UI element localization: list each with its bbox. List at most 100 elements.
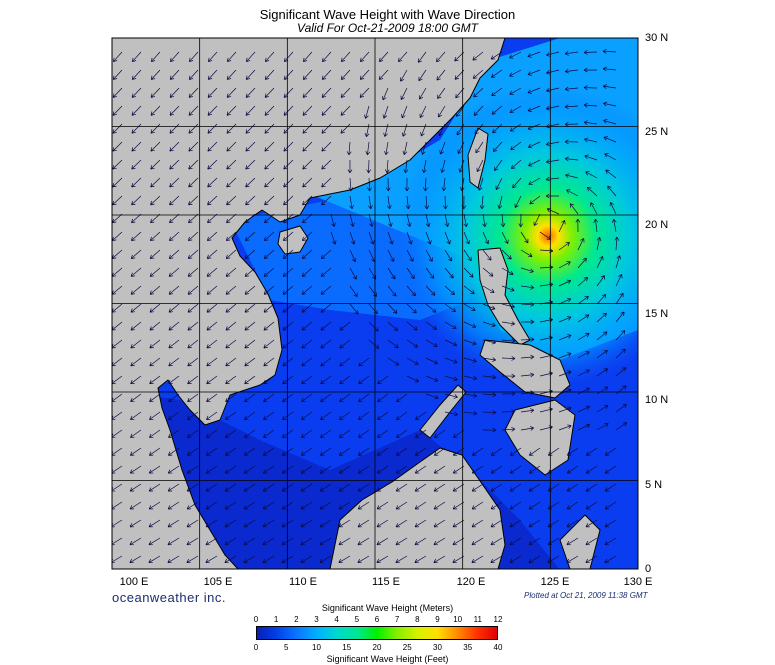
land-sulawesi [559, 514, 601, 569]
wave-arrow [575, 218, 581, 233]
lat-label-20n: 20 N [645, 219, 669, 231]
wave-arrow [452, 501, 465, 510]
wave-arrow [514, 195, 522, 208]
wave-arrow [320, 411, 332, 420]
wave-arrow [490, 519, 503, 528]
wave-arrow [500, 213, 506, 228]
wave-arrow [129, 483, 142, 492]
wave-arrow [225, 429, 237, 438]
wave-arrow [566, 501, 579, 510]
wave-arrow [577, 238, 585, 251]
wave-arrow [167, 447, 180, 456]
wave-arrow [130, 321, 142, 331]
wave-arrow [440, 159, 446, 173]
wave-arrow [520, 372, 535, 378]
wave-arrow [330, 231, 337, 245]
wave-arrow [558, 352, 572, 359]
wave-arrow [321, 177, 332, 188]
wave-arrow [187, 249, 199, 259]
wave-arrow [520, 231, 529, 244]
lon-label-130e: 130 E [623, 576, 653, 588]
wave-arrow [425, 375, 439, 382]
wave-arrow [131, 51, 142, 63]
wave-arrow [444, 411, 458, 417]
wave-arrow [509, 447, 522, 456]
wave-arrow [482, 231, 490, 245]
wave-arrow [387, 339, 399, 349]
wave-arrow [339, 375, 351, 385]
wave-arrow [359, 69, 370, 80]
wave-arrow [301, 375, 313, 385]
wave-arrow [245, 159, 256, 170]
wave-arrow [112, 195, 123, 206]
wave-arrow [376, 447, 389, 456]
wave-arrow [615, 255, 622, 269]
wave-arrow [224, 537, 237, 546]
wave-arrow [382, 87, 389, 101]
wave-arrow [596, 404, 609, 413]
wave-arrow [167, 501, 180, 510]
wave-arrow [129, 447, 142, 456]
wave-arrow [604, 465, 617, 474]
wave-arrow [148, 537, 161, 546]
wave-arrow [444, 375, 458, 382]
wave-arrow [245, 105, 256, 116]
wave-arrow [444, 303, 456, 312]
wave-arrow [463, 339, 477, 346]
wave-arrow [387, 231, 394, 245]
wave-arrow [150, 69, 161, 80]
wave-arrow [396, 411, 408, 420]
wave-arrow [264, 105, 275, 116]
wave-arrow [509, 537, 522, 546]
wave-arrow [226, 51, 237, 63]
wave-arrow [130, 393, 142, 403]
wave-arrow [206, 429, 218, 438]
wave-arrow [441, 177, 447, 192]
wave-arrow [585, 483, 598, 492]
wave-arrow [282, 267, 294, 277]
wave-arrow [244, 267, 256, 277]
wave-arrow [376, 555, 389, 564]
wave-arrow [339, 411, 351, 420]
wave-arrow [188, 213, 199, 224]
wave-arrow [596, 256, 604, 269]
wave-arrow [206, 267, 218, 277]
colorbar-feet-tick: 10 [312, 643, 321, 652]
wave-arrow [604, 447, 617, 456]
wave-arrow [501, 321, 516, 326]
wave-arrow [564, 104, 579, 110]
wave-arrow [321, 105, 332, 116]
wave-arrow [364, 105, 370, 119]
wave-arrow [282, 231, 294, 242]
wave-arrow [615, 274, 623, 287]
wave-arrow [509, 465, 522, 474]
wave-arrow [112, 141, 123, 152]
wave-arrow [169, 51, 180, 63]
wave-arrow [377, 411, 389, 420]
wave-arrow [463, 213, 469, 228]
wave-arrow [226, 159, 237, 170]
wave-arrow [169, 141, 180, 152]
wave-arrow [349, 213, 355, 227]
wave-arrow [545, 176, 560, 182]
wave-arrow [585, 537, 598, 546]
wave-arrow [376, 465, 389, 474]
wave-arrow [340, 87, 351, 98]
wave-arrow [321, 123, 332, 134]
wave-arrow [131, 195, 142, 206]
wave-arrow [207, 141, 218, 152]
wave-arrow [347, 159, 353, 174]
wave-arrow [604, 519, 617, 528]
wave-arrow [338, 519, 351, 528]
wave-arrow [558, 279, 572, 287]
wave-arrow [262, 465, 275, 474]
wave-arrow [149, 303, 161, 313]
wave-arrow [585, 555, 598, 564]
wave-arrow [112, 87, 123, 98]
wave-arrow [148, 555, 161, 564]
colorbar-feet-tick: 5 [284, 643, 289, 652]
wave-arrow [150, 195, 161, 206]
wave-arrow [376, 501, 389, 510]
wave-arrow [282, 249, 294, 259]
wave-arrow [330, 213, 336, 227]
